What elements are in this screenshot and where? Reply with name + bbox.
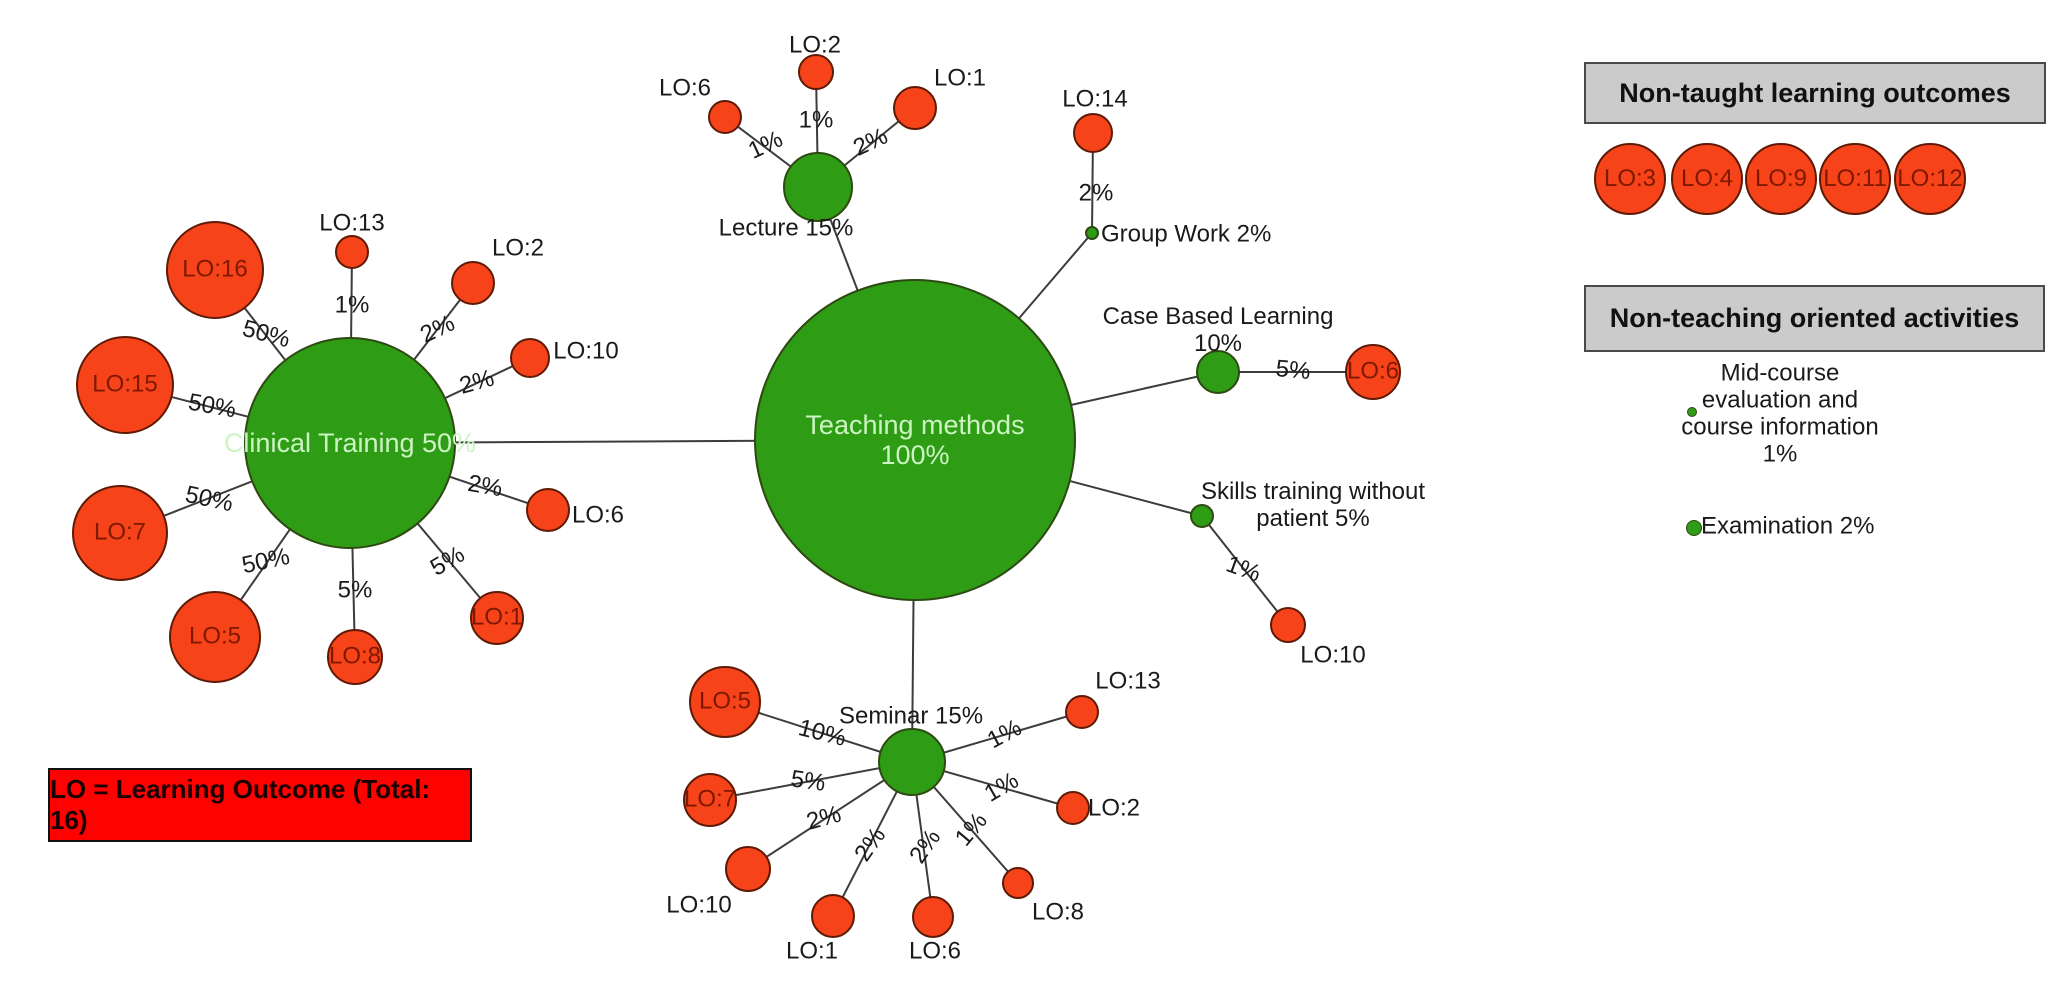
activity-dot-1 bbox=[1686, 520, 1702, 536]
node-clinical-lo16 bbox=[166, 221, 264, 319]
non-taught-outcome-1: LO:3 bbox=[1594, 143, 1666, 215]
node-lecture-lo1 bbox=[893, 86, 937, 130]
node-lecture-lo6 bbox=[708, 100, 742, 134]
non-taught-outcomes-title: Non-taught learning outcomes bbox=[1619, 77, 2011, 108]
node-clinical-lo10 bbox=[510, 338, 550, 378]
non-teaching-activities-title: Non-teaching oriented activities bbox=[1609, 303, 2020, 333]
node-lo14 bbox=[1073, 113, 1113, 153]
legend-text: LO = Learning Outcome (Total: 16) bbox=[50, 774, 431, 835]
node-skills-training bbox=[1190, 504, 1214, 528]
activity-dot-0 bbox=[1687, 407, 1697, 417]
node-clinical-lo1 bbox=[470, 591, 524, 645]
node-seminar-lo6 bbox=[912, 896, 954, 938]
non-taught-outcomes-header: Non-taught learning outcomes bbox=[1584, 62, 2046, 124]
node-seminar-lo2 bbox=[1056, 791, 1090, 825]
node-seminar-lo1 bbox=[811, 894, 855, 938]
node-clinical-lo8 bbox=[327, 629, 383, 685]
node-skills-lo10 bbox=[1270, 607, 1306, 643]
node-seminar-lo7 bbox=[683, 773, 737, 827]
non-taught-outcome-5: LO:12 bbox=[1894, 143, 1966, 215]
legend-box: LO = Learning Outcome (Total: 16) bbox=[48, 768, 472, 842]
edge-seminar-seminar-lo7 bbox=[709, 761, 913, 801]
non-teaching-activities-header: Non-teaching oriented activities bbox=[1584, 285, 2045, 352]
node-lecture bbox=[783, 152, 853, 222]
node-seminar-lo10 bbox=[725, 846, 771, 892]
node-clinical-lo7 bbox=[72, 485, 168, 581]
node-seminar-lo8 bbox=[1002, 867, 1034, 899]
node-casebased-lo6 bbox=[1345, 344, 1401, 400]
node-clinical-lo6 bbox=[526, 488, 570, 532]
non-taught-outcome-2: LO:4 bbox=[1671, 143, 1743, 215]
node-teaching-methods bbox=[754, 279, 1076, 601]
node-clinical-lo5 bbox=[169, 591, 261, 683]
node-seminar bbox=[878, 728, 946, 796]
node-clinical-lo13 bbox=[335, 235, 369, 269]
node-case-based-learning bbox=[1196, 350, 1240, 394]
edge-skills-training-skills-lo10 bbox=[1201, 515, 1289, 626]
node-group-work bbox=[1085, 226, 1099, 240]
node-clinical-lo2 bbox=[451, 261, 495, 305]
node-seminar-lo5 bbox=[689, 666, 761, 738]
node-seminar-lo13 bbox=[1065, 695, 1099, 729]
non-taught-outcome-3: LO:9 bbox=[1745, 143, 1817, 215]
non-taught-outcome-4: LO:11 bbox=[1819, 143, 1891, 215]
node-clinical-training bbox=[244, 337, 456, 549]
node-clinical-lo15 bbox=[76, 336, 174, 434]
node-lecture-lo2 bbox=[798, 54, 834, 90]
